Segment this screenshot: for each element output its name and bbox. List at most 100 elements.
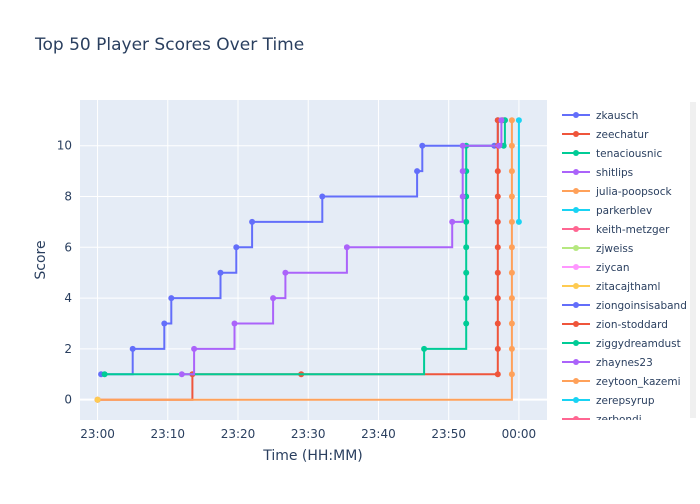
data-point bbox=[168, 295, 175, 302]
data-point bbox=[494, 244, 501, 251]
legend-item[interactable]: ziongoinsisaband bbox=[562, 300, 687, 312]
tick-labels: 23:00 23:10 23:20 23:30 23:40 23:50 00:00 0 2 4 6 8… bbox=[57, 139, 536, 441]
data-point bbox=[449, 218, 456, 225]
data-point bbox=[498, 117, 505, 124]
series-line bbox=[101, 119, 505, 376]
series-zkausch bbox=[98, 117, 508, 378]
data-point bbox=[508, 320, 515, 327]
legend-label: zeytoon_kazemi bbox=[596, 376, 681, 388]
legend-item[interactable]: zitacajthaml bbox=[562, 281, 660, 293]
data-point bbox=[494, 193, 501, 200]
legend-marker-swatch bbox=[573, 397, 579, 403]
legend-label: keith-metzger bbox=[596, 224, 670, 236]
data-point bbox=[459, 142, 466, 149]
legend-item[interactable]: tenaciousnic bbox=[562, 148, 662, 160]
legend-label: zion-stoddard bbox=[596, 319, 668, 331]
legend-marker-swatch bbox=[573, 264, 579, 270]
y-tick-label: 10 bbox=[57, 139, 72, 153]
data-point bbox=[463, 295, 470, 302]
legend-label: ziggydreamdust bbox=[596, 338, 681, 350]
data-point bbox=[463, 320, 470, 327]
legend-label: ziycan bbox=[596, 262, 630, 274]
y-tick-label: 8 bbox=[64, 190, 72, 204]
y-tick-label: 0 bbox=[64, 393, 72, 407]
legend-label: shitlips bbox=[596, 167, 633, 179]
series-parkerblev bbox=[515, 117, 522, 225]
series-shitlips bbox=[178, 117, 505, 378]
legend-label: zerepsyrup bbox=[596, 395, 655, 407]
legend-item[interactable]: zion-stoddard bbox=[562, 319, 668, 331]
x-tick-label: 23:10 bbox=[150, 427, 185, 441]
plot-area bbox=[80, 100, 547, 420]
data-point bbox=[233, 244, 240, 251]
legend-item[interactable]: zhaynes23 bbox=[562, 357, 653, 369]
legend[interactable]: zkausch zeechatur tenaciousnic shitlips juli… bbox=[562, 102, 696, 426]
data-point bbox=[129, 345, 136, 352]
legend-item[interactable]: zeechatur bbox=[562, 129, 649, 141]
legend-scrollbar[interactable] bbox=[690, 102, 696, 418]
legend-item[interactable]: zerepsyrup bbox=[562, 395, 655, 407]
legend-marker-swatch bbox=[573, 340, 579, 346]
legend-marker-swatch bbox=[573, 321, 579, 327]
legend-item[interactable]: zkausch bbox=[562, 110, 638, 122]
legend-item[interactable]: ziycan bbox=[562, 262, 630, 274]
legend-label: parkerblev bbox=[596, 205, 652, 217]
x-tick-label: 23:00 bbox=[80, 427, 115, 441]
data-point bbox=[496, 142, 502, 149]
legend-item[interactable]: zerbondi bbox=[562, 414, 642, 426]
y-tick-label: 6 bbox=[64, 240, 72, 254]
x-tick-label: 23:20 bbox=[221, 427, 256, 441]
data-point bbox=[515, 117, 522, 124]
series-layer bbox=[94, 117, 522, 403]
y-axis-title: Score bbox=[33, 240, 49, 279]
legend-marker-swatch bbox=[573, 188, 579, 194]
y-tick-label: 4 bbox=[64, 291, 72, 305]
data-point bbox=[494, 345, 501, 352]
data-point bbox=[494, 371, 501, 378]
legend-label: zeechatur bbox=[596, 129, 649, 141]
legend-item[interactable]: keith-metzger bbox=[562, 224, 670, 236]
data-point bbox=[101, 371, 108, 378]
x-tick-label: 23:30 bbox=[291, 427, 326, 441]
legend-item[interactable]: julia-poopsock bbox=[562, 186, 672, 198]
legend-marker-swatch bbox=[573, 283, 579, 289]
data-point bbox=[319, 193, 326, 200]
legend-items: zkausch zeechatur tenaciousnic shitlips juli… bbox=[562, 110, 687, 426]
data-point bbox=[494, 168, 501, 175]
legend-item[interactable]: zjweiss bbox=[562, 243, 633, 255]
data-point bbox=[282, 269, 289, 276]
legend-item[interactable]: ziggydreamdust bbox=[562, 338, 681, 350]
x-tick-label: 23:40 bbox=[361, 427, 396, 441]
data-point bbox=[508, 295, 515, 302]
legend-marker-swatch bbox=[573, 131, 579, 137]
series-zitacajthaml bbox=[94, 396, 101, 403]
data-point bbox=[343, 244, 350, 251]
data-point bbox=[508, 269, 515, 276]
x-tick-label: 00:00 bbox=[502, 427, 537, 441]
legend-marker-swatch bbox=[573, 245, 579, 251]
legend-marker-swatch bbox=[573, 207, 579, 213]
legend-marker-swatch bbox=[573, 302, 579, 308]
chart-title: Top 50 Player Scores Over Time bbox=[34, 35, 304, 55]
legend-item[interactable]: zeytoon_kazemi bbox=[562, 376, 681, 388]
x-tick-label: 23:50 bbox=[431, 427, 466, 441]
data-point bbox=[508, 117, 515, 124]
data-point bbox=[494, 269, 501, 276]
data-point bbox=[161, 320, 168, 327]
legend-item[interactable]: parkerblev bbox=[562, 205, 652, 217]
data-point bbox=[178, 371, 185, 378]
data-point bbox=[191, 345, 198, 352]
data-point bbox=[508, 193, 515, 200]
data-point bbox=[459, 168, 466, 175]
legend-item[interactable]: shitlips bbox=[562, 167, 633, 179]
data-point bbox=[459, 193, 466, 200]
data-point bbox=[508, 168, 515, 175]
legend-label: zhaynes23 bbox=[596, 357, 653, 369]
series-line bbox=[181, 120, 503, 376]
legend-label: zkausch bbox=[596, 110, 638, 122]
data-point bbox=[270, 295, 277, 302]
data-point bbox=[494, 295, 501, 302]
data-point bbox=[217, 269, 224, 276]
